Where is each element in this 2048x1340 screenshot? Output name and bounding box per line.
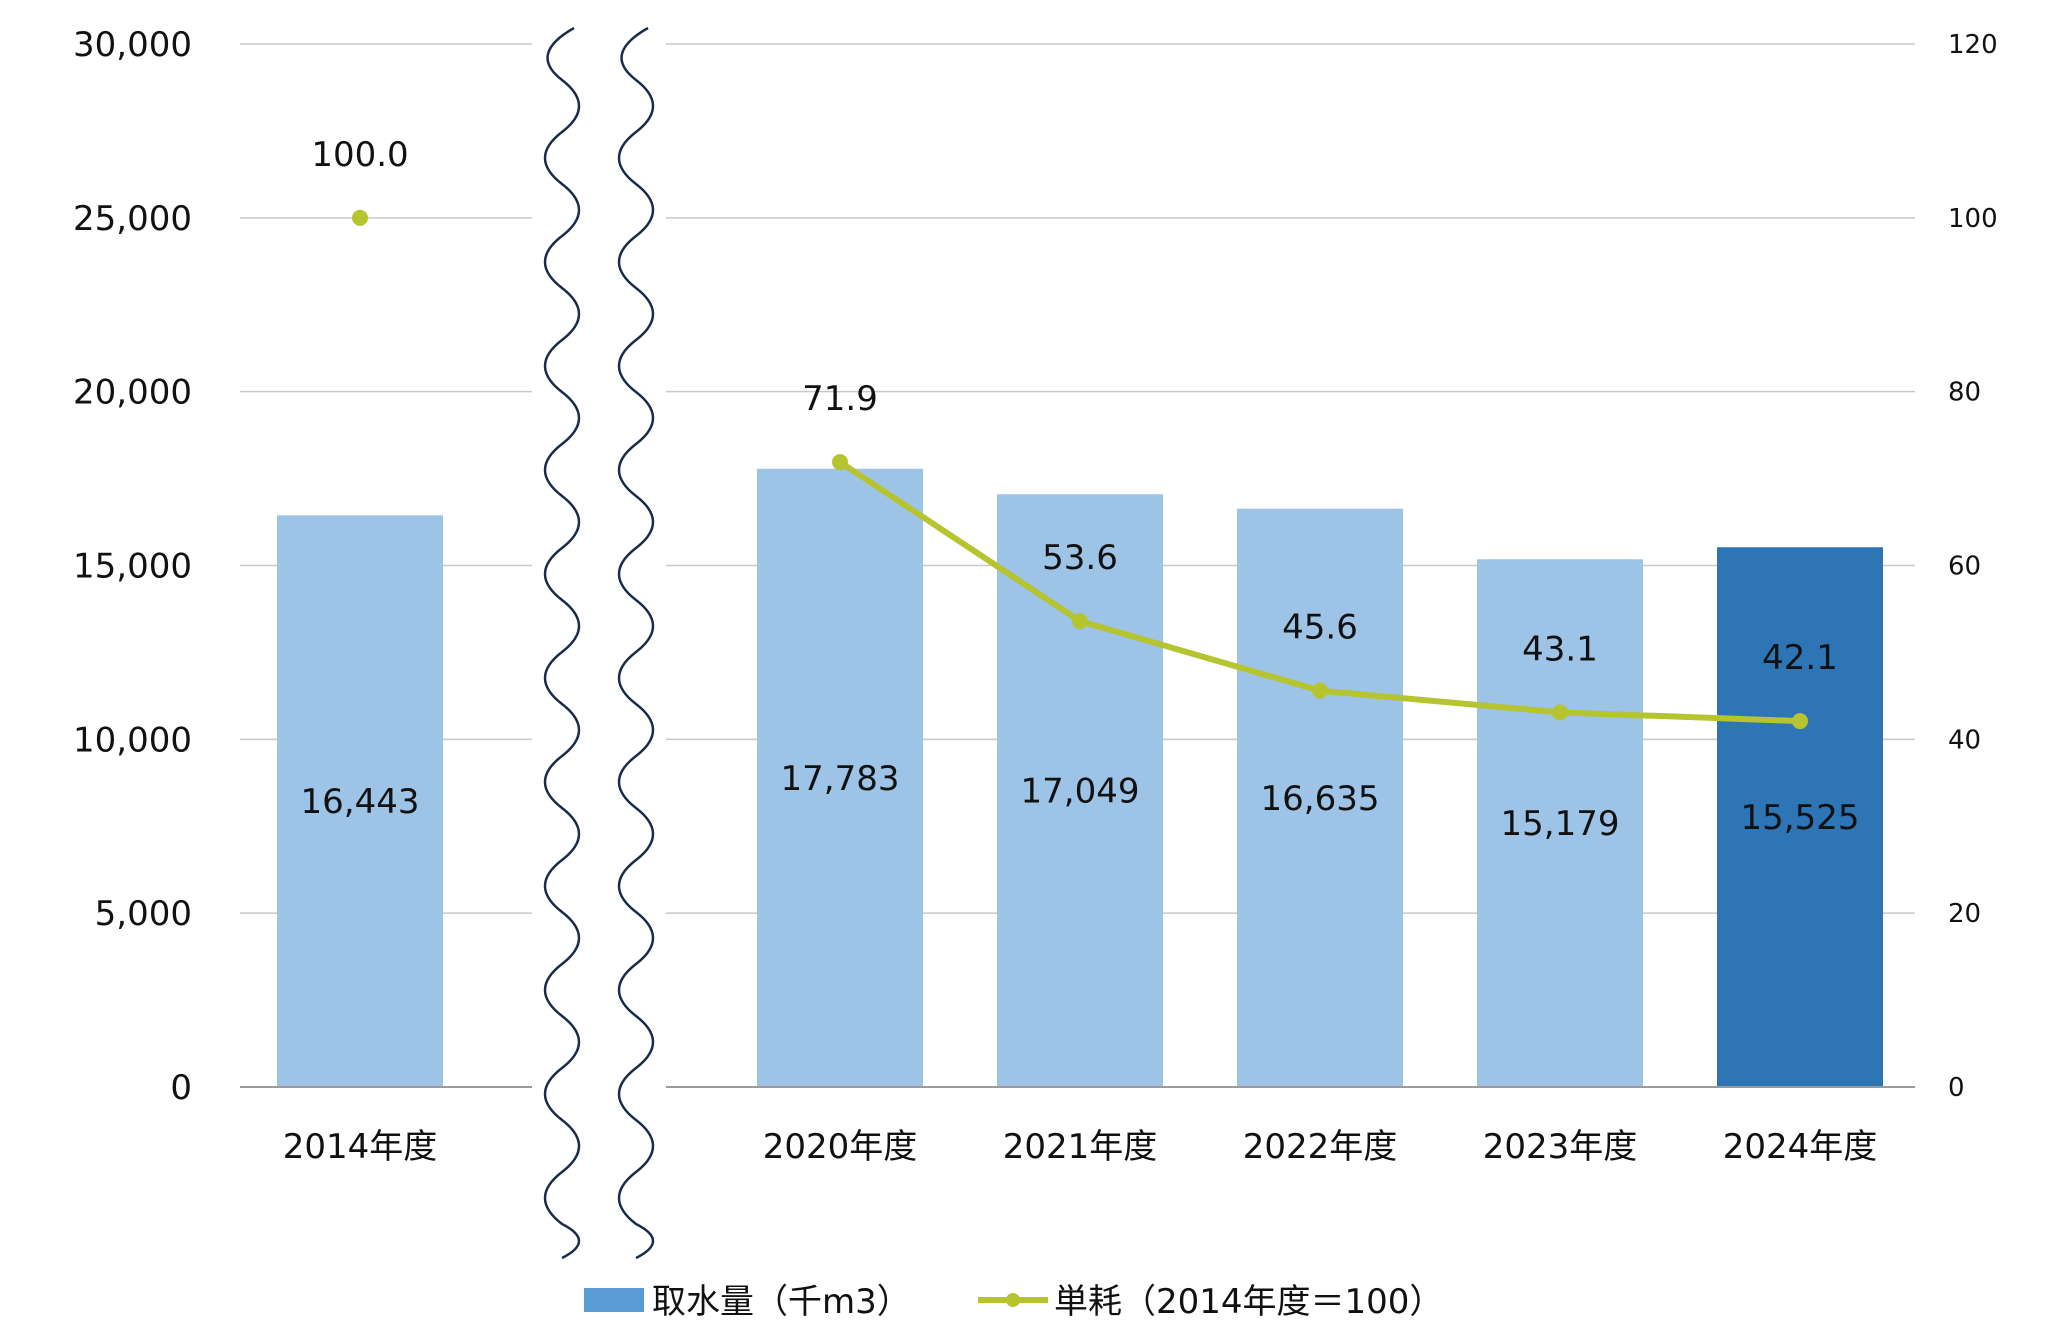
- legend-line-marker: [1006, 1293, 1020, 1307]
- x-tick-label: 2020年度: [763, 1127, 918, 1167]
- legend: 取水量（千m3） 単耗（2014年度＝100）: [584, 1282, 1443, 1322]
- y-left-tick-label: 15,000: [73, 547, 192, 587]
- x-tick-label: 2014年度: [283, 1127, 438, 1167]
- bar-value-label: 17,783: [781, 759, 900, 799]
- y-right-tick-label: 40: [1948, 725, 1981, 755]
- line-point: [832, 454, 848, 471]
- y-left-tick-label: 10,000: [73, 720, 192, 760]
- y-right-tick-label: 120: [1948, 30, 1998, 60]
- y-right-tick-label: 20: [1948, 899, 1981, 929]
- axis-break-gap: [532, 28, 666, 1266]
- axis-break-line: [617, 26, 655, 1260]
- y-right-tick-label: 0: [1948, 1073, 1965, 1103]
- line-point: [1072, 613, 1088, 630]
- legend-bar-label: 取水量（千m3）: [652, 1282, 911, 1322]
- line-point: [1552, 704, 1568, 721]
- bar-value-label: 17,049: [1021, 772, 1140, 812]
- bar-value-label: 16,635: [1261, 779, 1380, 819]
- y-right-tick-label: 100: [1948, 204, 1998, 234]
- line-value-label: 45.6: [1282, 608, 1358, 648]
- line-point: [1792, 713, 1808, 730]
- line-point: [352, 209, 368, 226]
- y-left-tick-label: 5,000: [95, 894, 192, 934]
- bar-value-label: 16,443: [301, 782, 420, 822]
- bar: [1477, 559, 1643, 1087]
- y-left-tick-label: 25,000: [73, 199, 192, 239]
- axis-break-line: [543, 26, 581, 1260]
- bar-value-label: 15,525: [1741, 798, 1860, 838]
- y-left-tick-label: 20,000: [73, 373, 192, 413]
- line-value-label: 42.1: [1762, 638, 1838, 678]
- y-right-tick-label: 60: [1948, 552, 1981, 582]
- bar: [1717, 547, 1883, 1087]
- axes: 0 5,000 10,000 15,000 20,000 25,000 30,000 0 20 4…: [73, 25, 1998, 1167]
- x-tick-label: 2022年度: [1243, 1127, 1398, 1167]
- bar: [1237, 508, 1403, 1087]
- y-left-tick-label: 30,000: [73, 25, 192, 65]
- line-series: [352, 209, 1808, 730]
- x-tick-label: 2023年度: [1483, 1127, 1638, 1167]
- bar: [277, 515, 443, 1087]
- y-right-tick-label: 80: [1948, 378, 1981, 408]
- axis-break-mark: [532, 26, 666, 1266]
- bar: [997, 494, 1163, 1088]
- legend-bar-swatch: [584, 1288, 644, 1312]
- x-tick-label: 2024年度: [1723, 1127, 1878, 1167]
- legend-line-label: 単耗（2014年度＝100）: [1054, 1282, 1443, 1322]
- x-tick-label: 2021年度: [1003, 1127, 1158, 1167]
- bar: [757, 468, 923, 1087]
- line-value-label: 43.1: [1522, 629, 1598, 669]
- line-value-label: 71.9: [802, 379, 878, 419]
- line-value-label: 53.6: [1042, 538, 1118, 578]
- bar-series: [277, 468, 1883, 1088]
- line-value-label: 100.0: [311, 135, 408, 175]
- line-point: [1312, 682, 1328, 699]
- y-left-tick-label: 0: [170, 1068, 192, 1108]
- data-labels: 16,443 17,783 17,049 16,635 15,179 15,525 100.…: [301, 135, 1860, 844]
- bar-value-label: 15,179: [1501, 804, 1620, 844]
